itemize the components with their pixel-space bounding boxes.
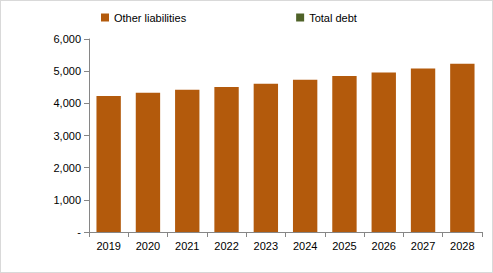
svg-text:2021: 2021 [175, 240, 199, 252]
svg-text:2025: 2025 [332, 240, 356, 252]
svg-text:4,000: 4,000 [53, 97, 81, 109]
svg-text:2024: 2024 [293, 240, 317, 252]
svg-text:2026: 2026 [372, 240, 396, 252]
svg-text:5,000: 5,000 [53, 65, 81, 77]
svg-text:2,000: 2,000 [53, 162, 81, 174]
svg-text:2022: 2022 [214, 240, 238, 252]
svg-text:6,000: 6,000 [53, 33, 81, 45]
svg-text:2023: 2023 [254, 240, 278, 252]
svg-text:1,000: 1,000 [53, 194, 81, 206]
svg-text:3,000: 3,000 [53, 130, 81, 142]
svg-text:-: - [77, 226, 81, 238]
svg-text:2020: 2020 [136, 240, 160, 252]
svg-text:Total debt: Total debt [309, 12, 357, 24]
svg-text:2027: 2027 [411, 240, 435, 252]
svg-text:2019: 2019 [96, 240, 120, 252]
svg-text:Other liabilities: Other liabilities [114, 12, 187, 24]
svg-text:2028: 2028 [450, 240, 474, 252]
